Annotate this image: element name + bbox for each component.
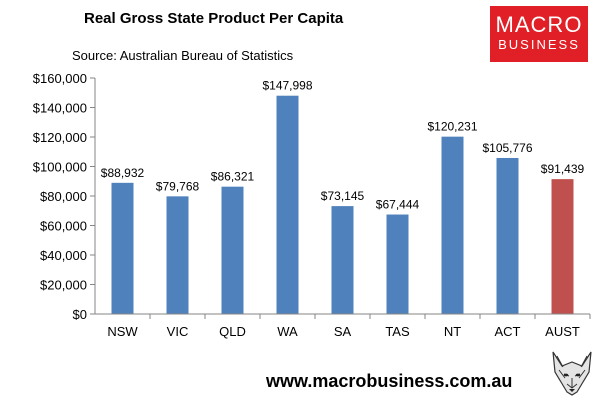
y-tick-label: $0 [73, 307, 87, 322]
y-tick-label: $120,000 [33, 130, 87, 145]
wolf-head-icon [547, 348, 597, 398]
chart-title: Real Gross State Product Per Capita [84, 10, 344, 27]
bar-value-label: $67,444 [376, 198, 420, 212]
bar-nt [441, 136, 464, 314]
bars: $88,932 $79,768 $86,321 $147,998 $73,145 $67,… [101, 79, 585, 315]
bar-sa [331, 206, 354, 314]
x-tick-label: SA [334, 324, 352, 339]
x-tick-label: QLD [219, 324, 246, 339]
bar-value-label: $105,776 [482, 141, 532, 155]
x-axis: NSW VIC QLD WA SA TAS NT ACT AUST [95, 313, 591, 339]
bar-qld [221, 186, 244, 314]
bar-value-label: $88,932 [101, 166, 145, 180]
x-tick-label: WA [277, 324, 298, 339]
x-tick-label: AUST [545, 324, 580, 339]
y-tick-label: $140,000 [33, 101, 87, 116]
bar-value-label: $147,998 [262, 79, 312, 93]
bar-wa [276, 95, 299, 315]
logo-line-business: BUSINESS [498, 37, 580, 52]
bar-tas [386, 214, 409, 314]
bar-vic [166, 196, 189, 314]
bar-value-label: $120,231 [427, 120, 477, 134]
y-tick-label: $60,000 [40, 219, 87, 234]
y-tick-label: $40,000 [40, 248, 87, 263]
x-tick-label: NSW [107, 324, 138, 339]
bar-value-label: $91,439 [541, 162, 585, 176]
bar-value-label: $73,145 [321, 189, 365, 203]
bar-act [496, 157, 519, 314]
x-tick-label: VIC [167, 324, 189, 339]
y-tick-label: $100,000 [33, 160, 87, 175]
x-tick-label: NT [444, 324, 461, 339]
website-url: www.macrobusiness.com.au [266, 371, 513, 391]
bar-aust [551, 179, 574, 314]
x-tick-label: ACT [495, 324, 521, 339]
macrobusiness-logo: MACRO BUSINESS [490, 6, 588, 62]
logo-line-macro: MACRO [495, 12, 583, 37]
bar-value-label: $86,321 [211, 170, 255, 184]
y-axis: $0 $20,000 $40,000 $60,000 $80,000 $100,000 $1… [33, 71, 96, 322]
y-tick-label: $80,000 [40, 189, 87, 204]
bar-value-label: $79,768 [156, 179, 200, 193]
y-tick-label: $20,000 [40, 278, 87, 293]
bar-nsw [111, 182, 134, 314]
chart-source-note: Source: Australian Bureau of Statistics [72, 48, 294, 63]
y-tick-label: $160,000 [33, 71, 87, 86]
x-tick-label: TAS [385, 324, 410, 339]
